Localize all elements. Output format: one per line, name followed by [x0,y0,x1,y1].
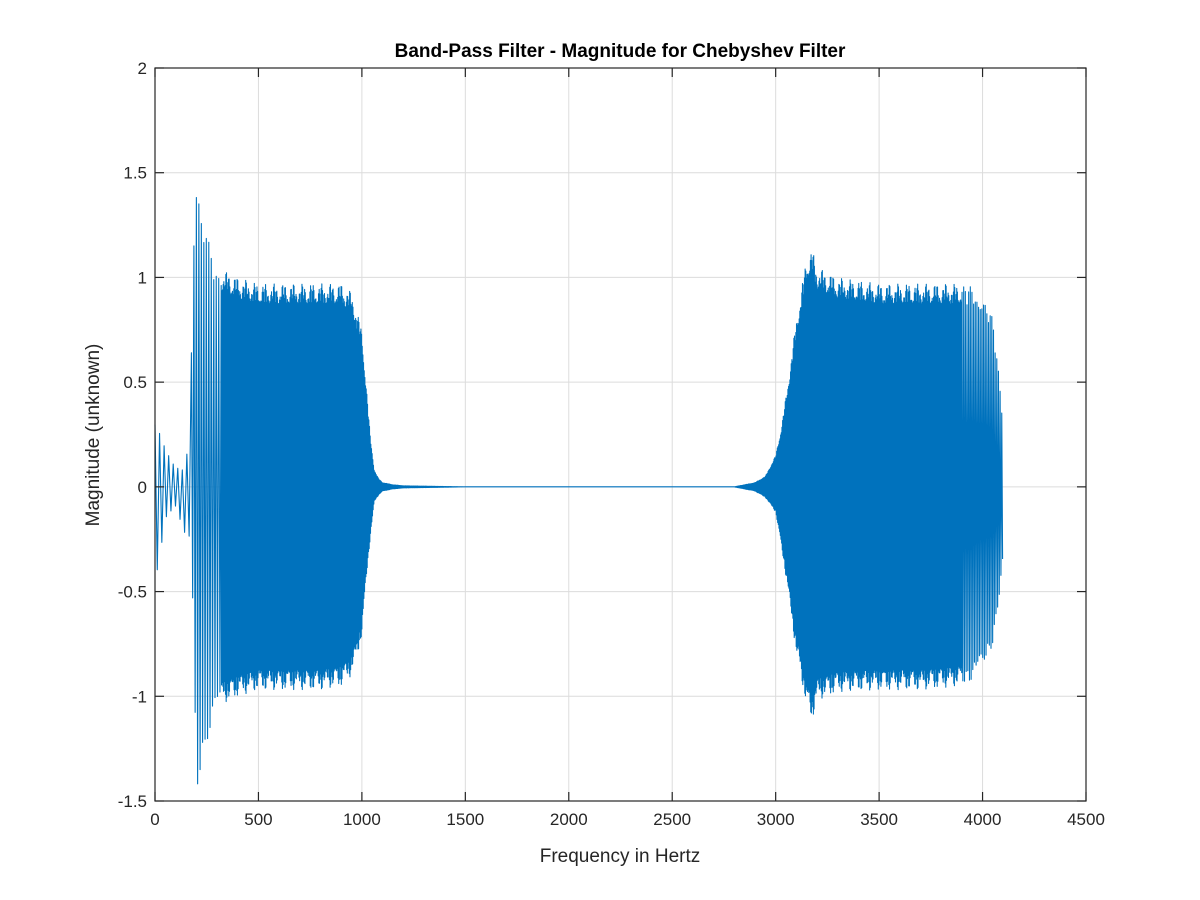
x-tick-label: 3000 [757,810,795,829]
y-tick-label: 1.5 [123,164,147,183]
plot-area [154,196,1004,785]
y-tick-label: 2 [138,59,147,78]
x-tick-label: 0 [150,810,159,829]
chart-title: Band-Pass Filter - Magnitude for Chebysh… [395,41,846,62]
x-tick-label: 4000 [964,810,1002,829]
y-tick-label: -0.5 [118,583,147,602]
magnitude-series-line [154,196,1004,785]
axis-ticks [154,67,1087,802]
axes-box [154,67,1087,802]
y-tick-label: -1.5 [118,792,147,811]
x-tick-label: 1000 [343,810,381,829]
y-tick-labels: -1.5 -1 -0.5 0 0.5 1 1.5 2 [118,59,147,811]
x-tick-labels: 0 500 1000 1500 2000 2500 3000 3500 4000 4500 [150,810,1105,829]
x-tick-label: 500 [244,810,272,829]
y-tick-label: 0 [138,478,147,497]
y-axis-label: Magnitude (unknown) [83,344,104,527]
y-tick-label: 0.5 [123,373,147,392]
x-tick-label: 3500 [860,810,898,829]
y-tick-label: 1 [138,268,147,287]
x-tick-label: 2000 [550,810,588,829]
x-axis-label: Frequency in Hertz [540,846,701,867]
x-tick-label: 4500 [1067,810,1105,829]
y-tick-label: -1 [132,687,147,706]
x-tick-label: 2500 [653,810,691,829]
x-tick-label: 1500 [446,810,484,829]
